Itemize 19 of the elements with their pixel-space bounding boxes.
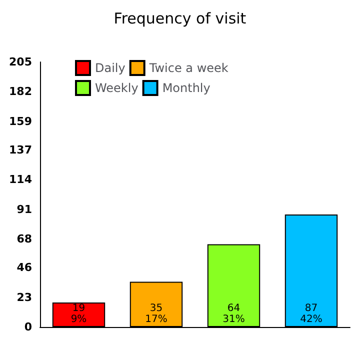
y-tick-label: 46 xyxy=(16,261,32,274)
y-tick-label: 68 xyxy=(16,232,32,246)
y-tick-label: 114 xyxy=(9,173,32,186)
data-label: 87 42% xyxy=(300,303,322,325)
legend-label: Twice a week xyxy=(148,61,228,75)
y-tick-label: 137 xyxy=(9,143,32,156)
data-label: 64 31% xyxy=(222,303,245,325)
legend-label: Monthly xyxy=(162,81,210,95)
y-tick-label: 182 xyxy=(9,85,32,98)
data-label: 35 17% xyxy=(145,303,168,325)
legend-label: Daily xyxy=(95,61,126,75)
y-tick-label: 91 xyxy=(16,202,32,216)
y-tick-label: 205 xyxy=(9,56,32,68)
data-label: 19 9% xyxy=(70,303,87,325)
y-tick-label: 159 xyxy=(9,114,32,128)
y-tick-label: 23 xyxy=(16,290,32,304)
chart-title: Frequency of visit xyxy=(114,10,246,28)
legend-label: Weekly xyxy=(95,81,138,95)
y-tick-label: 0 xyxy=(24,320,32,334)
